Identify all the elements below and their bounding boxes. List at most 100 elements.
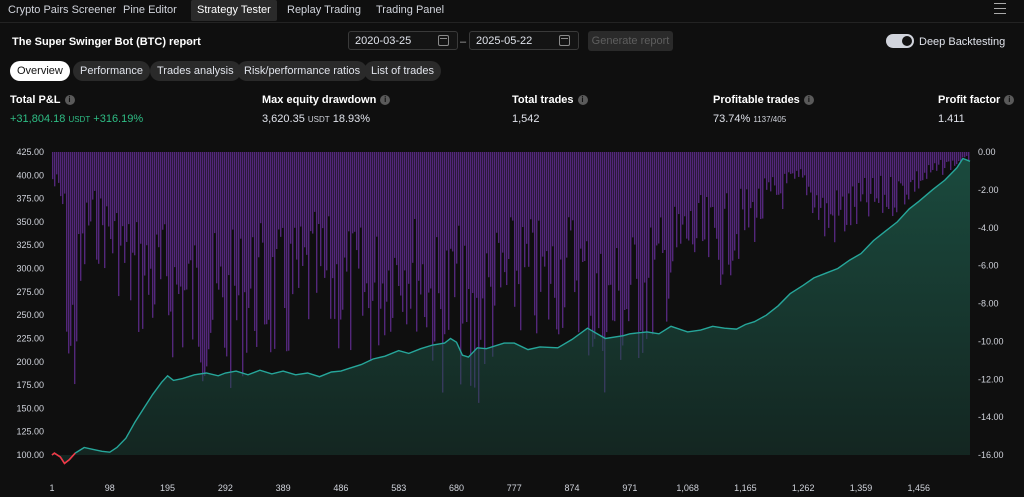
drawdown-bar [934,152,936,164]
stat-label: Max equity drawdown [262,94,377,106]
y-left-tick-label: 175.00 [16,380,44,390]
info-icon[interactable]: i [1004,95,1015,105]
drawdown-bar [456,152,458,264]
drawdown-bar [62,152,64,205]
drawdown-bar [862,152,864,195]
stat-detail: 1137/405 [753,115,787,124]
drawdown-bar [538,152,540,221]
tab-pine-editor[interactable]: Pine Editor [123,4,177,16]
drawdown-bar [52,152,54,180]
info-icon[interactable]: i [380,95,391,105]
tab-crypto-pairs-screener[interactable]: Crypto Pairs Screener [8,4,117,16]
drawdown-bar [836,152,838,191]
drawdown-bar [340,152,342,320]
drawdown-bar [508,152,510,259]
menu-icon[interactable] [994,3,1006,17]
tab-replay-trading[interactable]: Replay Trading [287,4,361,16]
equity-area [52,158,970,464]
drawdown-bar [872,152,874,179]
drawdown-bar [930,152,932,173]
date-to-input[interactable] [469,31,579,50]
drawdown-bar [898,152,900,182]
drawdown-bar [372,152,374,301]
drawdown-bar [190,152,192,261]
x-tick-label: 1,456 [908,483,931,493]
tab-trading-panel[interactable]: Trading Panel [376,4,445,16]
drawdown-bar [86,152,88,203]
calendar-icon[interactable] [438,35,449,46]
drawdown-bar [476,152,478,298]
drawdown-bar [194,152,196,246]
drawdown-bar [254,152,256,331]
drawdown-bar [292,152,294,295]
drawdown-bar [378,152,380,346]
drawdown-bar [710,152,712,208]
drawdown-bar [312,152,314,234]
drawdown-bar [148,152,150,295]
generate-report-button[interactable]: Generate report [588,31,673,51]
deep-backtesting-toggle[interactable] [886,34,914,48]
drawdown-bar [806,152,808,196]
drawdown-bar [102,152,104,226]
subtab-performance[interactable]: Performance [73,61,150,81]
drawdown-bar [82,152,84,234]
drawdown-bar [116,152,118,214]
drawdown-bar [916,152,918,172]
drawdown-bar [78,152,80,235]
chevron-down-icon[interactable]: ⌄ [185,35,193,45]
drawdown-bar [932,152,934,170]
drawdown-bar [966,152,968,156]
x-tick-label: 292 [218,483,233,493]
drawdown-bar [554,152,556,298]
drawdown-bar [596,152,598,274]
drawdown-bar [842,152,844,197]
drawdown-bar [562,152,564,328]
drawdown-bar [328,152,330,217]
info-icon[interactable]: i [803,95,814,105]
date-from-input[interactable] [348,31,458,50]
report-title[interactable]: The Super Swinger Bot (BTC) report [12,36,201,48]
subtab-list-of-trades[interactable]: List of trades [364,61,441,81]
drawdown-bar [750,152,752,209]
drawdown-bar [128,152,130,225]
calendar-icon[interactable] [559,35,570,46]
stat-unit: USDT [307,115,330,124]
subtab-overview[interactable]: Overview [10,61,70,81]
drawdown-bar [788,152,790,173]
drawdown-bar [470,152,472,386]
drawdown-bar [150,152,152,269]
drawdown-bar [348,152,350,232]
subtab-trades-analysis[interactable]: Trades analysis [150,61,241,81]
drawdown-bar [516,152,518,271]
drawdown-bar [582,152,584,262]
drawdown-bar [748,152,750,228]
subtab-risk-performance-ratios[interactable]: Risk/performance ratios [237,61,368,81]
drawdown-bar [130,152,132,301]
info-icon[interactable]: i [64,95,75,105]
drawdown-bar [926,152,928,179]
drawdown-bar [84,152,86,265]
drawdown-bar [140,152,142,244]
drawdown-bar [680,152,682,244]
drawdown-bar [690,152,692,212]
drawdown-bar [308,152,310,320]
drawdown-bar [586,152,588,242]
drawdown-bar [376,152,378,237]
tab-strategy-tester[interactable]: Strategy Tester [191,0,277,21]
drawdown-bar [714,152,716,228]
y-left-tick-label: 250.00 [16,310,44,320]
drawdown-bar [818,152,820,220]
drawdown-bar [54,152,56,187]
equity-chart[interactable]: 425.00 400.00 375.00 350.00 325.00 300.00 275.… [0,140,1024,497]
drawdown-bar [74,152,76,385]
drawdown-bar [282,152,284,228]
drawdown-bar [336,152,338,265]
drawdown-bar [350,152,352,351]
drawdown-bar [284,152,286,309]
drawdown-bar [162,152,164,230]
drawdown-bar [658,152,660,244]
drawdown-bar [754,152,756,242]
info-icon[interactable]: i [577,95,588,105]
y-left-tick-label: 100.00 [16,450,44,460]
drawdown-bar [838,152,840,216]
